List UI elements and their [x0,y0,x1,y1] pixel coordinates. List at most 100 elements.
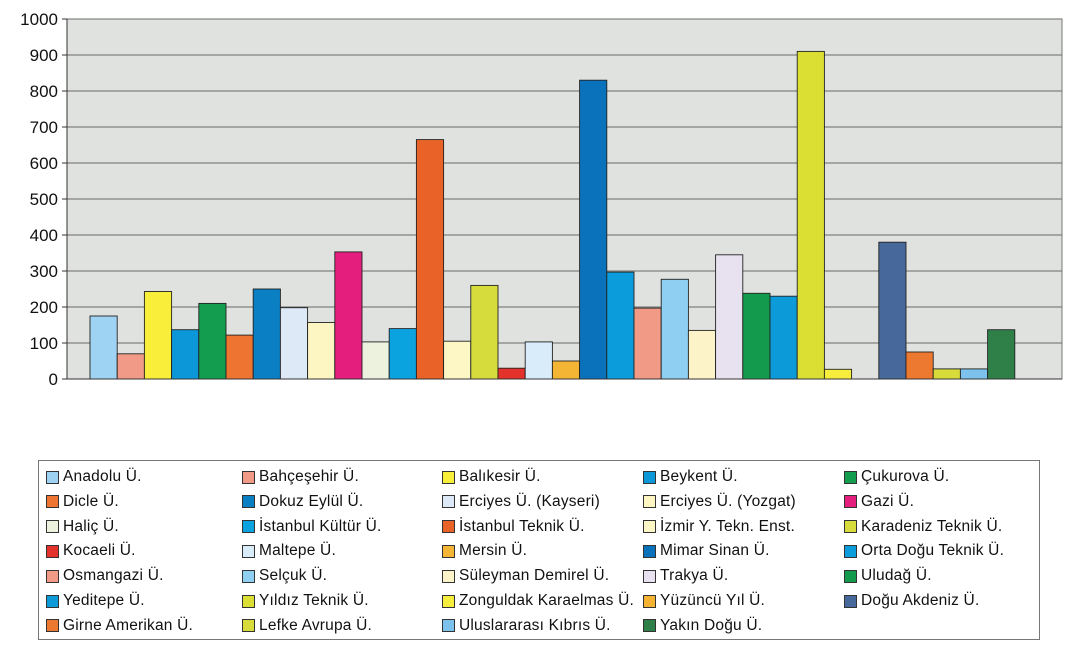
legend-item: İstanbul Kültür Ü. [242,516,382,538]
bar [415,139,445,380]
legend-label: Çukurova Ü. [861,468,950,485]
legend-item: Uludağ Ü. [844,565,932,587]
legend-swatch [442,619,455,633]
legend-label: Uluslararası Kıbrıs Ü. [459,616,611,634]
bar [551,360,581,380]
bar [225,334,254,380]
legend-item: Doğu Akdeniz Ü. [844,590,979,612]
bar-chart: 0 100 200 300 400 500 600 700 800 900 1000 [20,10,1063,389]
legend-item: Selçuk Ü. [242,565,327,587]
y-tick-label: 300 [30,262,58,281]
legend-swatch [643,495,656,509]
legend-label: Lefke Avrupa Ü. [259,616,373,634]
bars [89,50,1016,380]
legend-label: Dicle Ü. [63,492,119,510]
legend-swatch [844,470,857,484]
legend-item: Dicle Ü. [46,491,119,513]
bar [932,368,961,380]
legend-swatch [46,544,59,558]
legend-label: Trakya Ü. [660,567,729,585]
bar [633,307,662,380]
legend-label: Haliç Ü. [63,517,119,535]
legend-swatch [844,544,857,558]
bar [959,368,989,380]
legend-item: Maltepe Ü. [242,540,336,562]
legend-swatch [442,470,455,484]
bar [905,351,934,380]
legend-label: Yeditepe Ü. [63,592,145,609]
legend-label: Yıldız Teknik Ü. [259,592,369,609]
legend-item: Beykent Ü. [643,466,738,488]
legend-label: Balıkesir Ü. [459,468,541,485]
legend-swatch [844,594,857,608]
legend-label: İstanbul Teknik Ü. [459,517,585,535]
legend-item: Yeditepe Ü. [46,590,145,612]
legend-label: Osmangazi Ü. [63,567,164,585]
bar [497,367,526,380]
legend-swatch [46,569,59,583]
legend-swatch [242,495,255,509]
legend-swatch [442,495,455,509]
legend-label: Doğu Akdeniz Ü. [861,592,980,609]
legend-item: Dokuz Eylül Ü. [242,491,363,513]
legend-item: Zonguldak Karaelmas Ü. [442,590,634,612]
bar [878,241,907,380]
legend-swatch [442,594,455,608]
legend-label: Anadolu Ü. [63,468,142,485]
legend-item: Osmangazi Ü. [46,565,164,587]
legend-swatch [46,619,59,633]
bar [470,284,499,380]
legend-label: Dokuz Eylül Ü. [259,492,364,510]
legend-item: Kocaeli Ü. [46,540,136,562]
legend-item: Erciyes Ü. (Kayseri) [442,491,600,513]
legend-label: Yüzüncü Yıl Ü. [660,592,766,609]
legend-item: İzmir Y. Tekn. Enst. [643,516,795,538]
legend-label: Beykent Ü. [660,468,738,485]
legend-swatch [844,495,857,509]
legend-item: İstanbul Teknik Ü. [442,516,585,538]
legend-swatch [46,520,59,534]
legend-swatch [643,569,656,583]
legend-item: Yüzüncü Yıl Ü. [643,590,765,612]
legend-item: Girne Amerikan Ü. [46,615,193,637]
bar [334,251,363,380]
legend-swatch [643,619,656,633]
y-tick-label: 1000 [20,10,58,29]
legend-swatch [442,520,455,534]
legend-item: Orta Doğu Teknik Ü. [844,540,1004,562]
bar [606,271,635,380]
legend-label: Kocaeli Ü. [63,542,136,560]
legend-swatch [643,594,656,608]
legend-item: Karadeniz Teknik Ü. [844,516,1002,538]
legend-label: Karadeniz Teknik Ü. [861,517,1003,535]
bar [279,307,309,380]
bar [524,341,553,380]
legend-item: Anadolu Ü. [46,466,142,488]
legend-label: Orta Doğu Teknik Ü. [861,542,1005,560]
legend-label: Maltepe Ü. [259,542,336,560]
legend-label: Gazi Ü. [861,492,915,510]
bar [715,254,744,380]
bar [143,291,173,380]
legend-label: İzmir Y. Tekn. Enst. [660,517,795,535]
legend-label: Erciyes Ü. (Yozgat) [660,492,796,510]
legend-label: Mersin Ü. [459,542,528,560]
legend-item: Uluslararası Kıbrıs Ü. [442,615,611,637]
bar [987,329,1016,380]
bar [742,292,771,380]
legend-swatch [643,470,656,484]
legend-label: Mimar Sinan Ü. [660,542,770,560]
legend-swatch [46,594,59,608]
legend-label: Bahçeşehir Ü. [259,468,359,485]
y-tick-label: 700 [30,118,58,137]
bar [443,340,472,380]
y-tick-label: 800 [30,82,58,101]
legend-swatch [844,520,857,534]
legend-swatch [242,594,255,608]
legend-swatch [242,569,255,583]
legend-item: Yıldız Teknik Ü. [242,590,369,612]
legend-swatch [643,544,656,558]
legend-item: Balıkesir Ü. [442,466,541,488]
legend: Anadolu Ü. Bahçeşehir Ü. Balıkesir Ü. Beyke… [38,460,1040,640]
legend-label: Erciyes Ü. (Kayseri) [459,492,600,510]
